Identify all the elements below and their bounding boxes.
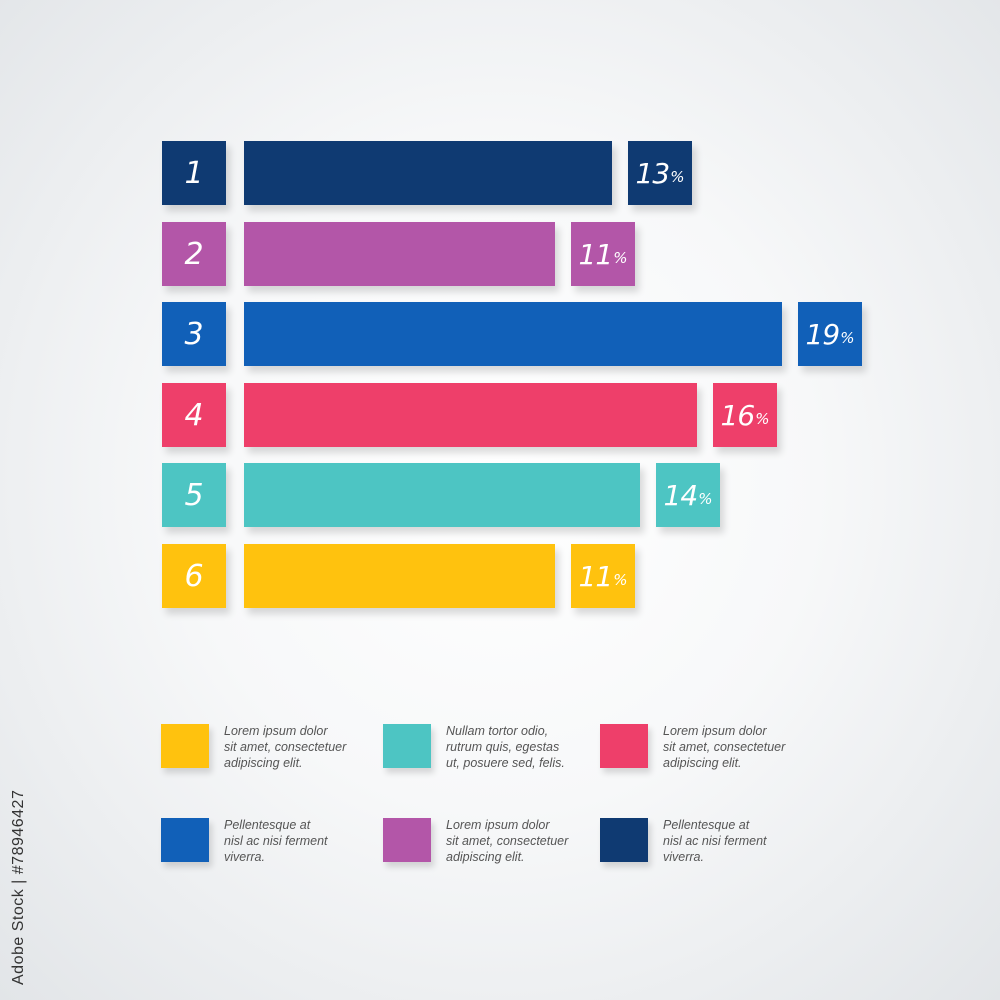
category-label: 3 (184, 316, 204, 352)
value-label-box: 13% (628, 141, 692, 205)
legend-item: Nullam tortor odio, rutrum quis, egestas… (383, 724, 593, 776)
legend-text: Pellentesque at nisl ac nisi ferment viv… (224, 818, 328, 864)
value-unit: % (755, 410, 770, 428)
category-label: 6 (184, 558, 204, 594)
value-unit: % (840, 329, 855, 347)
value-label: 16 (720, 398, 756, 432)
legend-text: Lorem ipsum dolor sit amet, consectetuer… (224, 724, 347, 770)
legend-item: Lorem ipsum dolor sit amet, consectetuer… (383, 818, 593, 870)
category-label-box: 4 (162, 383, 226, 447)
legend-item: Lorem ipsum dolor sit amet, consectetuer… (161, 724, 371, 776)
value-label-box: 19% (798, 302, 862, 366)
value-label: 11 (578, 237, 614, 271)
value-label-box: 16% (713, 383, 777, 447)
legend-text: Nullam tortor odio, rutrum quis, egestas… (446, 724, 565, 770)
value-label: 13 (635, 156, 671, 190)
category-label: 1 (184, 155, 204, 191)
value-label-box: 14% (656, 463, 720, 527)
bar (244, 222, 555, 286)
bar (244, 463, 640, 527)
value-label: 19 (805, 317, 841, 351)
category-label-box: 6 (162, 544, 226, 608)
legend-swatch (600, 818, 648, 862)
category-label: 5 (184, 477, 204, 513)
legend-swatch (600, 724, 648, 768)
legend-text: Lorem ipsum dolor sit amet, consectetuer… (446, 818, 569, 864)
category-label-box: 5 (162, 463, 226, 527)
value-unit: % (613, 249, 628, 267)
legend-item: Lorem ipsum dolor sit amet, consectetuer… (600, 724, 810, 776)
legend-item: Pellentesque at nisl ac nisi ferment viv… (161, 818, 371, 870)
value-unit: % (698, 490, 713, 508)
legend-text: Lorem ipsum dolor sit amet, consectetuer… (663, 724, 786, 770)
legend-text: Pellentesque at nisl ac nisi ferment viv… (663, 818, 767, 864)
bar (244, 141, 612, 205)
stock-id-watermark: Adobe Stock | #78946427 (10, 789, 27, 985)
value-label: 14 (663, 478, 699, 512)
bar (244, 383, 697, 447)
value-label: 11 (578, 559, 614, 593)
bar (244, 302, 782, 366)
value-unit: % (613, 571, 628, 589)
value-unit: % (670, 168, 685, 186)
legend-swatch (383, 818, 431, 862)
bar (244, 544, 555, 608)
legend-swatch (161, 724, 209, 768)
category-label-box: 2 (162, 222, 226, 286)
value-label-box: 11% (571, 544, 635, 608)
category-label: 2 (184, 236, 204, 272)
value-label-box: 11% (571, 222, 635, 286)
legend-swatch (161, 818, 209, 862)
category-label-box: 3 (162, 302, 226, 366)
category-label-box: 1 (162, 141, 226, 205)
legend-swatch (383, 724, 431, 768)
legend-item: Pellentesque at nisl ac nisi ferment viv… (600, 818, 810, 870)
category-label: 4 (184, 397, 204, 433)
